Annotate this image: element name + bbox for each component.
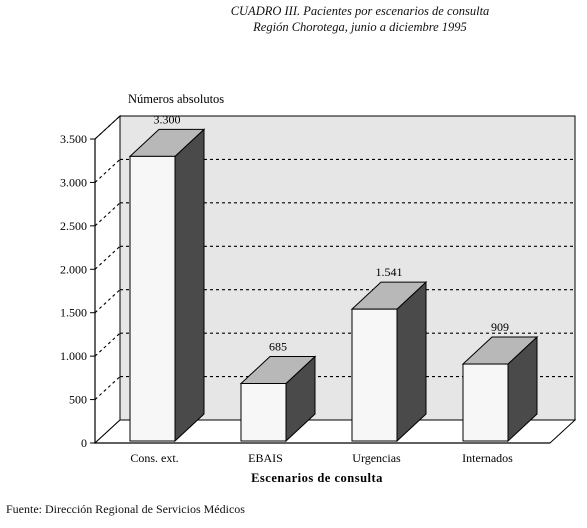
x-tick-label: Urgencias	[352, 451, 401, 465]
y-tick-label: 500	[69, 393, 87, 407]
bar	[350, 281, 428, 443]
bar-front	[351, 308, 398, 442]
bar	[461, 335, 539, 443]
bar	[128, 128, 206, 443]
x-axis-title: Escenarios de consulta	[251, 471, 383, 485]
data-label: 1.541	[376, 265, 403, 279]
bar-front	[462, 363, 509, 442]
source-note: Fuente: Dirección Regional de Servicios …	[6, 502, 245, 516]
y-tick-label: 1.000	[60, 349, 87, 363]
y-tick-label: 0	[81, 436, 87, 450]
bar-side	[174, 128, 205, 443]
bar-front	[240, 383, 287, 442]
chart-title: CUADRO III. Pacientes por escenarios de …	[230, 4, 490, 18]
data-label: 3.300	[154, 112, 181, 126]
y-tick-label: 2.000	[60, 262, 87, 276]
x-tick-label: EBAIS	[248, 451, 283, 465]
y-axis-title: Números absolutos	[128, 92, 224, 106]
bar-side	[396, 281, 427, 443]
bar	[239, 355, 317, 443]
y-tick-label: 1.500	[60, 306, 87, 320]
y-tick-label: 3.000	[60, 175, 87, 189]
side-wall	[94, 114, 121, 445]
bar-chart: 0 500 1.000 1.500 2.000 2.500 3.000 3.500 Número…	[60, 92, 577, 485]
y-tick-label: 3.500	[60, 132, 87, 146]
data-label: 909	[491, 320, 509, 334]
chart-subtitle: Región Chorotega, junio a diciembre 1995	[253, 20, 467, 34]
data-label: 685	[269, 340, 287, 354]
bar-front	[129, 155, 176, 442]
x-tick-label: Internados	[462, 451, 513, 465]
x-tick-label: Cons. ext.	[130, 451, 178, 465]
y-tick-label: 2.500	[60, 219, 87, 233]
